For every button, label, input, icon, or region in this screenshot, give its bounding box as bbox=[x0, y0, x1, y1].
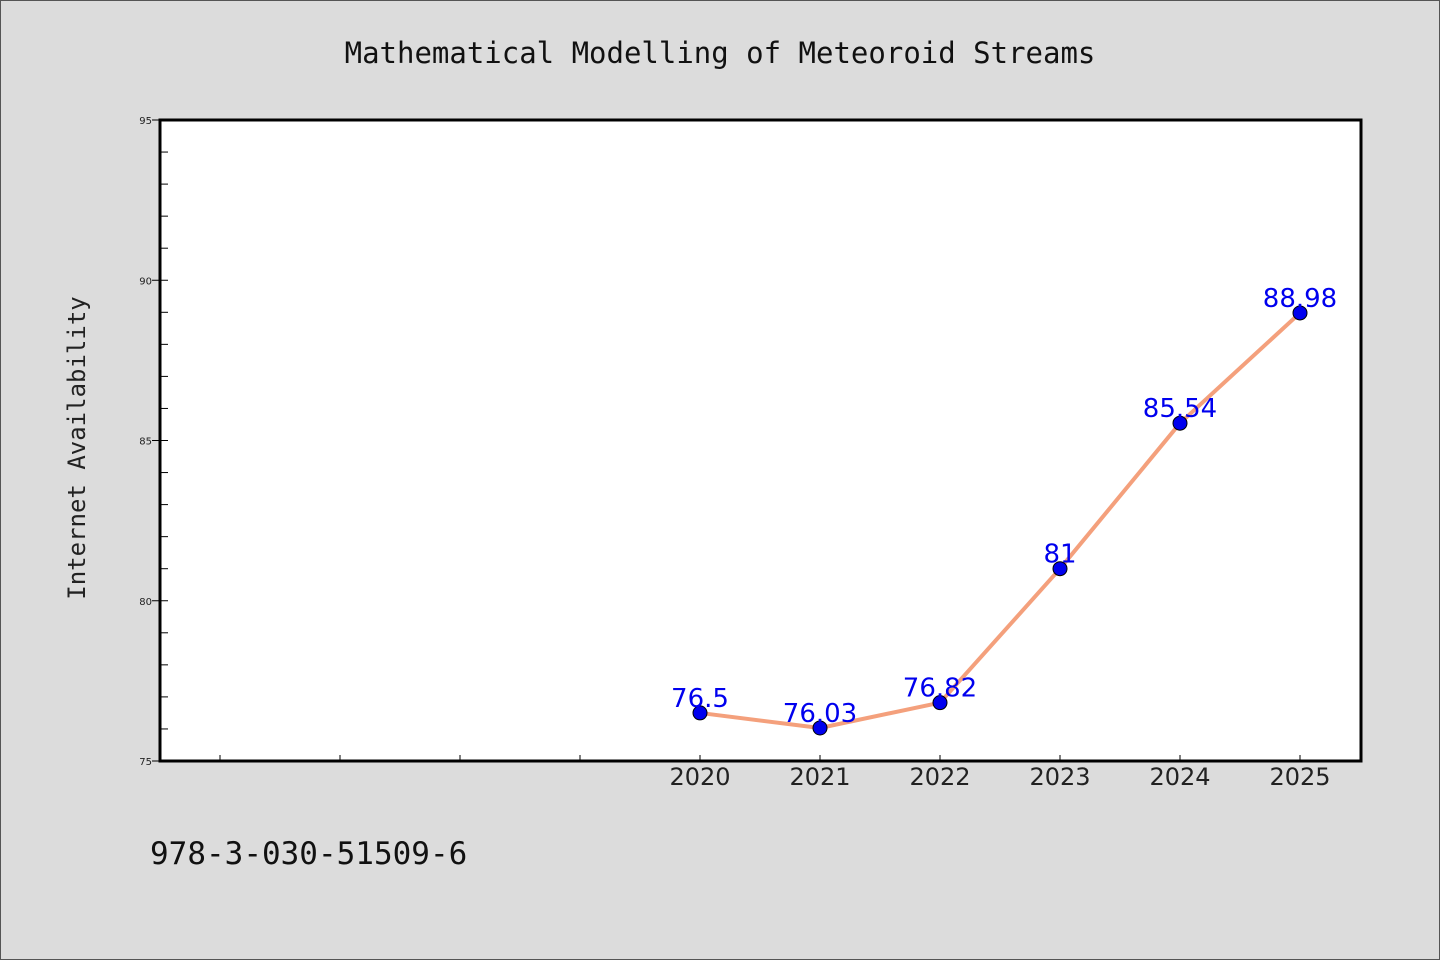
x-tick-label: 2021 bbox=[789, 763, 850, 791]
data-label: 88.98 bbox=[1263, 284, 1337, 314]
data-point bbox=[1292, 305, 1308, 321]
x-tick-label: 2024 bbox=[1149, 763, 1210, 791]
y-axis-ticks: 75 80 85 90 95 bbox=[139, 116, 168, 768]
y-tick-label: 95 bbox=[139, 116, 152, 127]
data-point bbox=[812, 720, 828, 736]
isbn-footer: 978-3-030-51509-6 bbox=[150, 836, 467, 872]
series-line bbox=[698, 310, 1302, 730]
y-tick-label: 90 bbox=[139, 276, 152, 287]
data-point bbox=[1172, 415, 1188, 431]
x-tick-label: 2023 bbox=[1029, 763, 1090, 791]
data-label: 76.5 bbox=[671, 684, 729, 714]
y-tick-label: 85 bbox=[139, 437, 152, 448]
x-axis-ticks: 2020 2021 2022 2023 2024 2025 bbox=[219, 755, 1331, 791]
x-tick-label: 2022 bbox=[909, 763, 970, 791]
data-point bbox=[1052, 561, 1068, 577]
chart-title: Mathematical Modelling of Meteoroid Stre… bbox=[345, 36, 1096, 70]
plot-area bbox=[158, 118, 1363, 763]
data-point bbox=[932, 695, 948, 711]
x-tick-label: 2025 bbox=[1269, 763, 1330, 791]
x-tick-label: 2020 bbox=[669, 763, 730, 791]
data-label: 81 bbox=[1043, 540, 1076, 570]
y-tick-label: 80 bbox=[139, 597, 152, 608]
data-label: 76.03 bbox=[783, 699, 857, 729]
data-label: 76.82 bbox=[903, 674, 977, 704]
y-tick-label: 75 bbox=[139, 757, 152, 768]
data-point bbox=[692, 705, 708, 721]
series-layer: 76.5 76.03 76.82 81 85.54 88.98 bbox=[671, 284, 1337, 736]
y-axis-label: Internet Availability bbox=[63, 296, 91, 599]
data-label: 85.54 bbox=[1143, 394, 1217, 424]
